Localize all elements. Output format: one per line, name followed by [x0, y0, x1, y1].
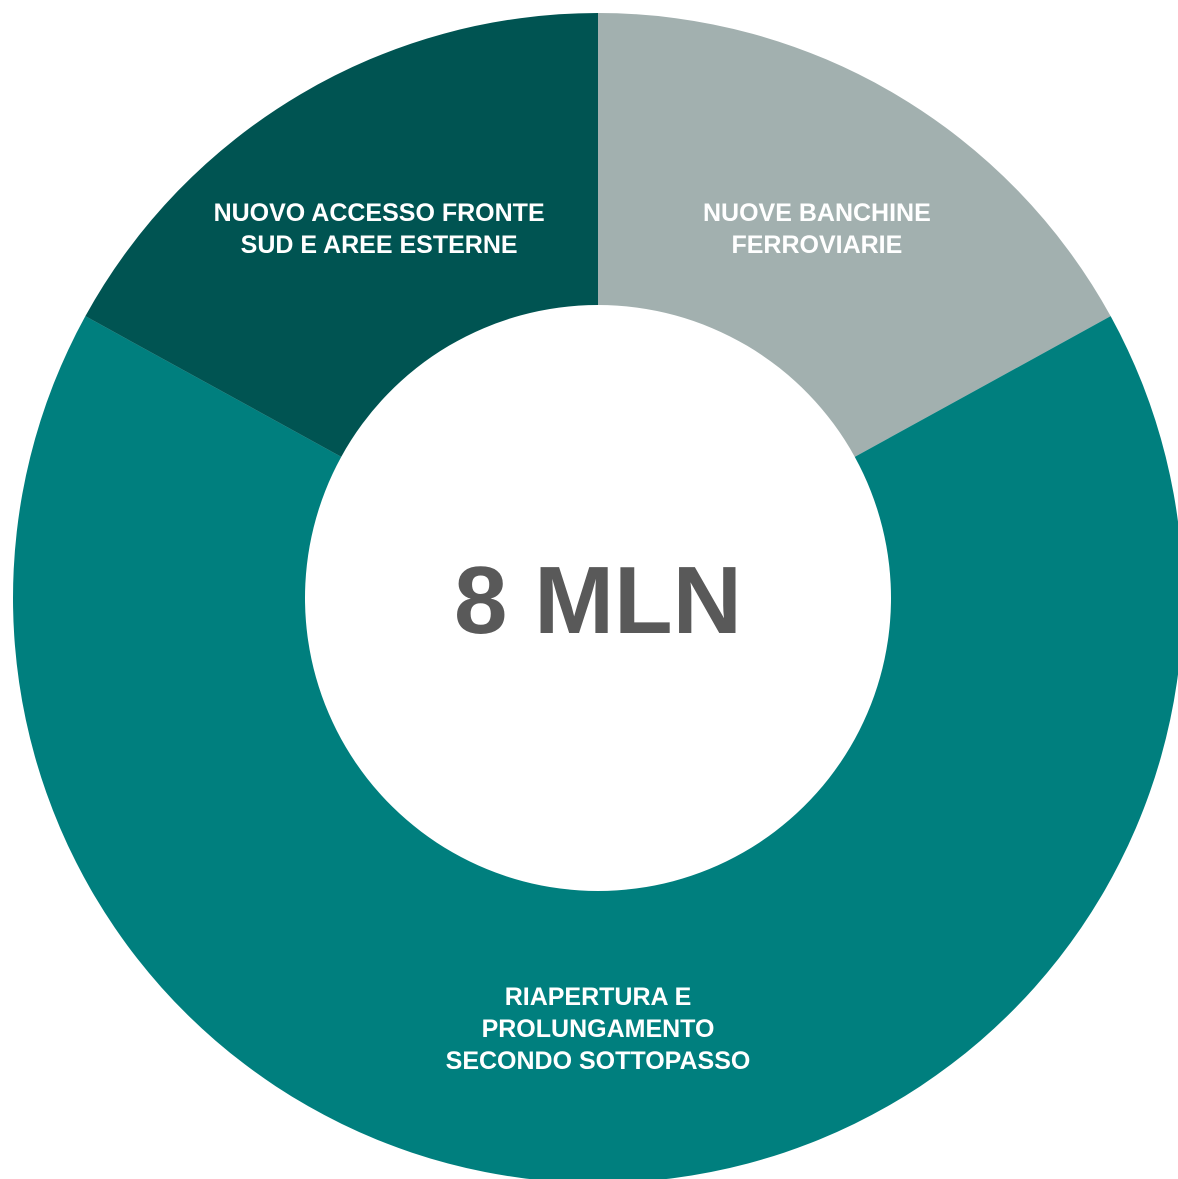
slice-labels: NUOVE BANCHINE FERROVIARIE RIAPERTURA E PRO…	[214, 199, 931, 1075]
donut-slice	[598, 13, 1111, 457]
slice-label-line: SECONDO SOTTOPASSO	[446, 1047, 751, 1075]
slice-label: NUOVE BANCHINE FERROVIARIE	[703, 199, 931, 259]
slice-label-line: PROLUNGAMENTO	[482, 1015, 715, 1043]
slice-label: RIAPERTURA E PROLUNGAMENTO SECONDO SOTTOPA…	[446, 983, 751, 1075]
slice-label-line: SUD E AREE ESTERNE	[241, 231, 518, 259]
donut-slice	[85, 13, 598, 457]
slice-label-line: RIAPERTURA E	[505, 983, 692, 1011]
slice-label-line: NUOVO ACCESSO FRONTE	[214, 199, 545, 227]
center-total-label: 8 MLN	[454, 547, 742, 654]
donut-slices	[13, 13, 1178, 1179]
slice-label-line: FERROVIARIE	[731, 231, 902, 259]
slice-label: NUOVO ACCESSO FRONTE SUD E AREE ESTERNE	[214, 199, 545, 259]
donut-slice	[13, 316, 1178, 1179]
slice-label-line: NUOVE BANCHINE	[703, 199, 931, 227]
